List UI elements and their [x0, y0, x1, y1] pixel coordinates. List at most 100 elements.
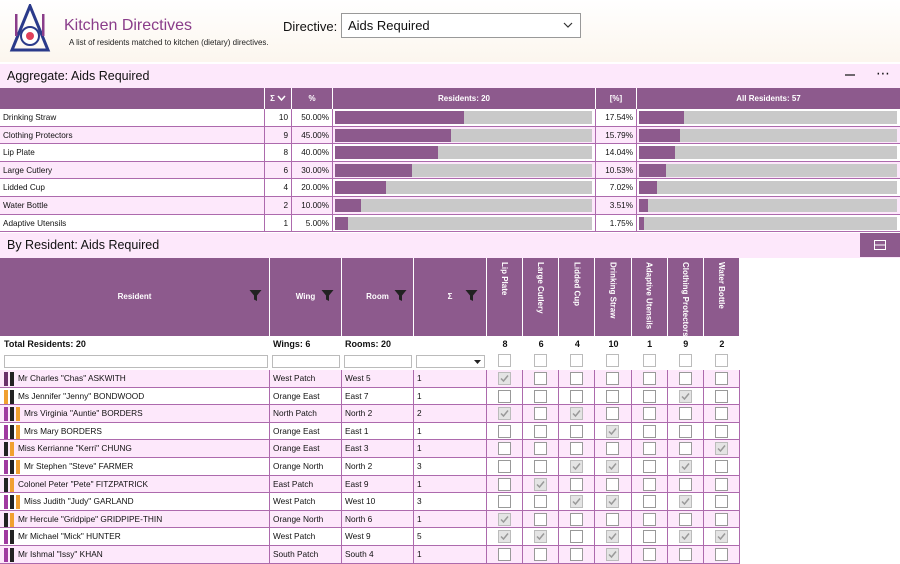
aid-checkbox[interactable] — [678, 372, 692, 385]
resident-name-cell[interactable]: Mr Michael "Mick" HUNTER — [0, 528, 270, 546]
aid-checkbox[interactable] — [678, 442, 692, 456]
filter-icon[interactable] — [394, 289, 407, 302]
aid-checkbox[interactable] — [570, 442, 584, 456]
aid-filter-checkbox[interactable] — [498, 354, 511, 367]
aid-checkbox[interactable] — [534, 424, 548, 438]
resident-row[interactable]: Mr Hercule "Gridpipe" GRIDPIPE-THIN Orang… — [0, 510, 740, 529]
aid-checkbox[interactable] — [534, 372, 548, 385]
room-filter-input[interactable] — [344, 355, 412, 368]
aid-column-header[interactable]: Clothing Protectors — [668, 258, 704, 337]
aid-checkbox-checked[interactable] — [714, 442, 728, 456]
aid-checkbox-checked[interactable] — [570, 495, 584, 509]
aid-checkbox[interactable] — [498, 495, 511, 509]
aid-checkbox[interactable] — [642, 512, 656, 526]
aid-checkbox[interactable] — [642, 530, 656, 544]
aid-checkbox[interactable] — [714, 372, 728, 385]
aid-checkbox-checked[interactable] — [606, 495, 620, 509]
aid-checkbox[interactable] — [570, 372, 584, 385]
aid-checkbox[interactable] — [714, 477, 728, 491]
resident-row[interactable]: Colonel Peter "Pete" FITZPATRICK East Pat… — [0, 475, 740, 494]
aid-checkbox[interactable] — [534, 495, 548, 509]
aid-checkbox[interactable] — [642, 477, 656, 491]
aid-checkbox[interactable] — [534, 547, 548, 561]
aid-checkbox[interactable] — [498, 547, 511, 561]
aid-checkbox[interactable] — [570, 512, 584, 526]
aid-filter-checkbox[interactable] — [570, 354, 584, 367]
filter-icon[interactable] — [465, 289, 478, 302]
aid-checkbox-checked[interactable] — [498, 512, 511, 526]
aid-filter-checkbox[interactable] — [534, 354, 548, 367]
wing-filter-input[interactable] — [272, 355, 340, 368]
aid-checkbox[interactable] — [642, 424, 656, 438]
resident-name-cell[interactable]: Ms Jennifer "Jenny" BONDWOOD — [0, 387, 270, 405]
resident-row[interactable]: Mr Charles "Chas" ASKWITH West Patch West … — [0, 370, 740, 388]
aid-checkbox-checked[interactable] — [678, 495, 692, 509]
aid-checkbox-checked[interactable] — [678, 389, 692, 403]
aid-filter-checkbox[interactable] — [606, 354, 620, 367]
aid-checkbox[interactable] — [642, 407, 656, 421]
aid-checkbox[interactable] — [678, 407, 692, 421]
resident-row[interactable]: Ms Jennifer "Jenny" BONDWOOD Orange East E… — [0, 387, 740, 406]
aid-checkbox[interactable] — [606, 372, 620, 385]
aid-checkbox-checked[interactable] — [498, 530, 511, 544]
resident-name-cell[interactable]: Colonel Peter "Pete" FITZPATRICK — [0, 475, 270, 493]
aid-column-header[interactable]: Large Cutlery — [523, 258, 560, 336]
aid-checkbox[interactable] — [570, 530, 584, 544]
aid-checkbox[interactable] — [534, 407, 548, 421]
resident-filter-input[interactable] — [4, 355, 268, 368]
aid-checkbox[interactable] — [714, 512, 728, 526]
resident-row[interactable]: Mrs Virginia "Auntie" BORDERS North Patch… — [0, 405, 740, 423]
aid-column-header[interactable]: Lip Plate — [487, 258, 524, 336]
resident-name-cell[interactable]: Mr Ishmal "Issy" KHAN — [0, 545, 270, 563]
aid-checkbox[interactable] — [714, 389, 728, 403]
resident-row[interactable]: Miss Judith "Judy" GARLAND West Patch West… — [0, 493, 740, 511]
aid-checkbox-checked[interactable] — [534, 530, 548, 544]
aid-checkbox-checked[interactable] — [606, 424, 620, 438]
minimize-icon[interactable] — [844, 69, 856, 81]
aid-checkbox[interactable] — [678, 424, 692, 438]
aid-checkbox[interactable] — [642, 547, 656, 561]
aid-checkbox-checked[interactable] — [714, 530, 728, 544]
aid-checkbox[interactable] — [498, 442, 511, 456]
room-column-header[interactable]: Room — [342, 258, 414, 336]
resident-column-header[interactable]: Resident — [0, 258, 270, 336]
resident-name-cell[interactable]: Miss Kerrianne "Kerri" CHUNG — [0, 440, 270, 458]
aid-checkbox[interactable] — [714, 407, 728, 421]
aid-column-header[interactable]: Water Bottle — [704, 258, 740, 336]
aid-checkbox[interactable] — [534, 512, 548, 526]
resident-name-cell[interactable]: Miss Judith "Judy" GARLAND — [0, 493, 270, 511]
aid-checkbox[interactable] — [714, 459, 728, 473]
sum-column-header[interactable]: Σ — [414, 258, 487, 336]
aid-checkbox[interactable] — [714, 495, 728, 509]
aid-checkbox[interactable] — [642, 389, 656, 403]
directive-dropdown[interactable]: Aids Required — [341, 13, 581, 38]
aid-checkbox[interactable] — [678, 547, 692, 561]
aid-filter-checkbox[interactable] — [678, 354, 692, 367]
aid-checkbox[interactable] — [642, 372, 656, 385]
aid-checkbox[interactable] — [498, 477, 511, 491]
layout-toggle-button[interactable] — [860, 233, 900, 257]
resident-name-cell[interactable]: Mrs Virginia "Auntie" BORDERS — [0, 405, 270, 423]
aid-filter-checkbox[interactable] — [642, 354, 656, 367]
aid-filter-checkbox[interactable] — [714, 354, 728, 367]
sum-filter-dropdown[interactable] — [416, 355, 485, 368]
sum-sort-header[interactable]: Σ — [265, 88, 292, 109]
aid-checkbox[interactable] — [570, 424, 584, 438]
resident-name-cell[interactable]: Mr Charles "Chas" ASKWITH — [0, 370, 270, 387]
aid-checkbox-checked[interactable] — [570, 459, 584, 473]
aid-checkbox-checked[interactable] — [570, 407, 584, 421]
resident-name-cell[interactable]: Mrs Mary BORDERS — [0, 422, 270, 440]
aid-checkbox-checked[interactable] — [678, 530, 692, 544]
aid-checkbox[interactable] — [606, 512, 620, 526]
more-options-icon[interactable]: ⋯ — [876, 65, 891, 81]
aid-column-header[interactable]: Lidded Cup — [559, 258, 596, 336]
aid-checkbox[interactable] — [534, 442, 548, 456]
aid-checkbox[interactable] — [534, 389, 548, 403]
aid-checkbox-checked[interactable] — [498, 407, 511, 421]
aid-checkbox[interactable] — [570, 389, 584, 403]
resident-name-cell[interactable]: Mr Stephen "Steve" FARMER — [0, 457, 270, 475]
aid-checkbox[interactable] — [534, 459, 548, 473]
aid-checkbox[interactable] — [678, 477, 692, 491]
